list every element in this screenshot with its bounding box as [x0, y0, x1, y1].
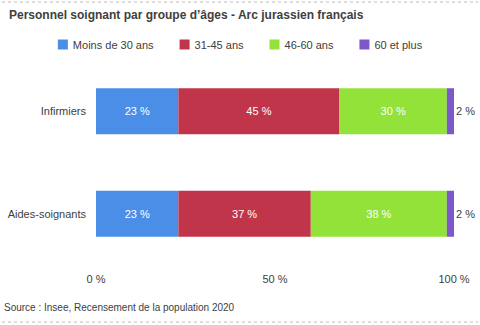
- svg-text:Personnel soignant par groupe: Personnel soignant par groupe d’âges - A…: [9, 8, 364, 22]
- svg-text:31-45 ans: 31-45 ans: [195, 39, 244, 51]
- svg-text:Infirmiers: Infirmiers: [41, 105, 87, 117]
- svg-text:Moins de 30 ans: Moins de 30 ans: [73, 39, 154, 51]
- svg-text:2 %: 2 %: [456, 105, 475, 117]
- svg-text:100 %: 100 %: [438, 273, 469, 285]
- svg-text:0 %: 0 %: [87, 273, 106, 285]
- svg-text:23 %: 23 %: [125, 208, 150, 220]
- svg-text:30 %: 30 %: [381, 105, 406, 117]
- svg-text:46-60 ans: 46-60 ans: [285, 39, 334, 51]
- svg-text:Source : Insee, Recensement de: Source : Insee, Recensement de la popula…: [4, 302, 235, 313]
- svg-text:23 %: 23 %: [125, 105, 150, 117]
- svg-text:45 %: 45 %: [246, 105, 271, 117]
- svg-text:2 %: 2 %: [456, 208, 475, 220]
- svg-text:Aides-soignants: Aides-soignants: [8, 208, 87, 220]
- svg-text:37 %: 37 %: [232, 208, 257, 220]
- svg-text:60 et plus: 60 et plus: [374, 39, 422, 51]
- svg-text:38 %: 38 %: [366, 208, 391, 220]
- svg-text:50 %: 50 %: [262, 273, 287, 285]
